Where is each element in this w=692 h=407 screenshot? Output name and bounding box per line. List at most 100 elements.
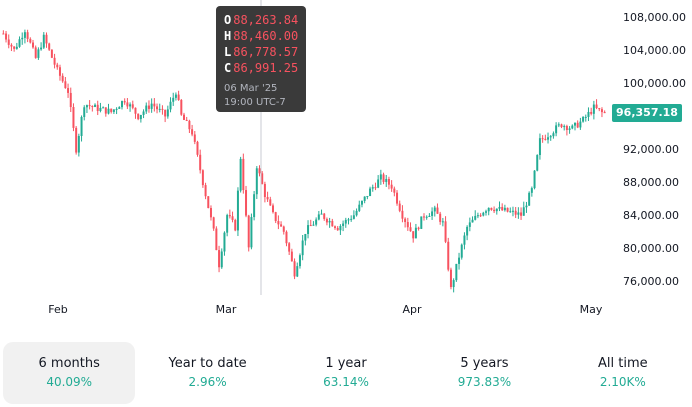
candle-body: [80, 116, 83, 136]
candle-body: [150, 103, 153, 109]
candle-body: [69, 92, 72, 108]
candle-body: [555, 125, 558, 134]
candle-body: [439, 213, 442, 222]
candle-body: [10, 44, 13, 47]
x-axis: Feb Mar Apr May: [48, 303, 603, 316]
candle-body: [412, 231, 415, 239]
y-tick-label: 108,000.00: [623, 11, 686, 24]
candle-body: [115, 108, 118, 110]
candle-body: [172, 97, 175, 102]
tooltip-date: 06 Mar '25: [224, 83, 278, 94]
candle-body: [7, 39, 10, 45]
candle-body: [209, 208, 212, 218]
candle-body: [72, 107, 75, 128]
candle-body: [334, 226, 337, 228]
tooltip-low-row: L 86,778.57: [224, 45, 299, 59]
candle-body: [142, 111, 145, 115]
candle-body: [23, 32, 26, 38]
candle-body: [571, 125, 574, 129]
candle-body: [204, 185, 207, 197]
candle-body: [482, 212, 485, 216]
candle-body: [290, 251, 293, 262]
candle-body: [177, 94, 180, 100]
candle-body: [387, 178, 390, 185]
range-change: 2.10K%: [599, 375, 646, 389]
candle-body: [352, 215, 355, 219]
candle-body: [520, 212, 523, 216]
candle-body: [296, 266, 299, 277]
candle-body: [587, 111, 590, 117]
candle-body: [328, 220, 331, 223]
candle-body: [88, 105, 91, 107]
candle-body: [339, 225, 342, 231]
last-price-badge: 96,357.18: [612, 104, 682, 122]
tooltip-high-row: H 88,460.00: [224, 29, 299, 43]
candle-body: [131, 104, 134, 108]
candle-body: [422, 216, 425, 218]
candle-body: [263, 183, 266, 198]
candle-body: [58, 67, 61, 76]
candle-body: [573, 122, 576, 126]
candle-body: [406, 222, 409, 228]
candle-body: [511, 210, 514, 212]
candle-body: [226, 215, 229, 233]
candle-body: [188, 120, 191, 130]
candle-body: [147, 105, 150, 109]
candle-body: [547, 137, 550, 140]
candle-body: [61, 75, 64, 82]
range-year-to-date[interactable]: Year to date 2.96%: [141, 342, 273, 404]
candle-body: [274, 212, 277, 222]
candle-body: [485, 211, 488, 213]
range-6-months[interactable]: 6 months 40.09%: [3, 342, 136, 404]
candle-body: [536, 155, 539, 171]
candle-body: [199, 154, 202, 171]
y-tick-label: 100,000.00: [623, 77, 686, 90]
range-label: 1 year: [325, 356, 367, 371]
candle-body: [568, 128, 571, 130]
candle-body: [250, 217, 253, 248]
candle-body: [129, 104, 132, 107]
candle-body: [271, 205, 274, 213]
candle-body: [145, 105, 148, 112]
candle-body: [183, 114, 186, 120]
y-tick-label: 88,000.00: [623, 176, 679, 189]
candle-body: [514, 210, 517, 215]
time-range-selector: 6 months 40.09% Year to date 2.96% 1 yea…: [0, 342, 692, 404]
candle-body: [544, 138, 547, 140]
candle-body: [26, 32, 29, 39]
candle-body: [191, 129, 194, 135]
candle-body: [218, 250, 221, 268]
candle-body: [64, 81, 67, 89]
candle-body: [34, 47, 37, 58]
range-5-years[interactable]: 5 years 973.83%: [418, 342, 550, 404]
range-change: 2.96%: [188, 375, 227, 389]
candle-body: [123, 101, 126, 103]
candle-body: [102, 107, 105, 109]
y-tick-label: 84,000.00: [623, 209, 679, 222]
tooltip-low-value: 86,778.57: [233, 45, 299, 59]
candle-body: [56, 64, 59, 68]
x-tick-label: May: [580, 303, 603, 316]
candle-body: [83, 107, 86, 117]
candle-body: [342, 223, 345, 226]
y-tick-label: 92,000.00: [623, 143, 679, 156]
candle-body: [120, 101, 123, 108]
candle-body: [174, 94, 177, 98]
candle-body: [466, 226, 469, 236]
price-chart[interactable]: 108,000.00104,000.00100,000.0096,000.009…: [0, 0, 692, 325]
candle-body: [522, 207, 525, 216]
candle-body: [528, 192, 531, 206]
candle-body: [307, 225, 310, 234]
candle-body: [13, 46, 16, 49]
candle-body: [565, 126, 568, 130]
candle-body: [590, 111, 593, 114]
range-1-year[interactable]: 1 year 63.14%: [280, 342, 412, 404]
candle-body: [282, 226, 285, 232]
candle-body: [236, 190, 239, 231]
candle-body: [21, 37, 24, 40]
candle-body: [487, 207, 490, 212]
range-label: Year to date: [168, 356, 247, 371]
range-all-time[interactable]: All time 2.10K%: [557, 342, 689, 404]
candle-body: [449, 269, 452, 288]
candle-body: [323, 213, 326, 219]
